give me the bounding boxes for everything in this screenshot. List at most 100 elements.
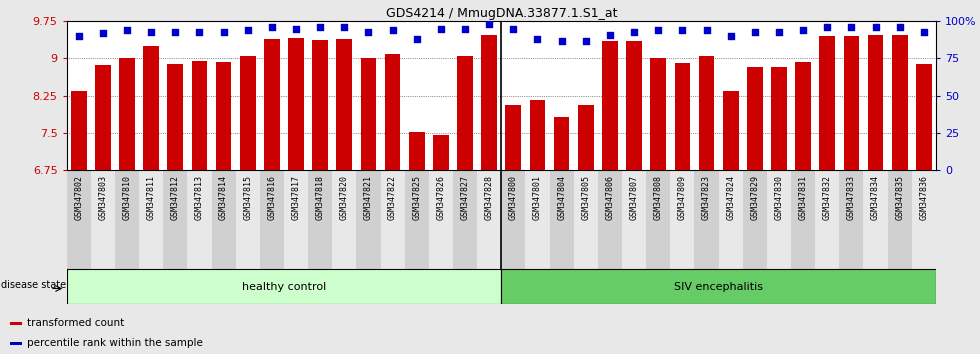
Bar: [626, 41, 642, 170]
Point: [844, 24, 859, 30]
Text: transformed count: transformed count: [27, 318, 124, 328]
Bar: [791, 170, 815, 269]
Point: [699, 27, 714, 33]
Bar: [550, 170, 573, 269]
Text: GSM347836: GSM347836: [919, 175, 928, 220]
Point: [240, 27, 256, 33]
Bar: [336, 39, 352, 170]
Bar: [578, 104, 594, 170]
Text: GSM347828: GSM347828: [485, 175, 494, 220]
Point: [554, 38, 569, 44]
Point: [95, 30, 111, 36]
Bar: [674, 63, 690, 170]
Bar: [863, 170, 888, 269]
Point: [651, 27, 666, 33]
Point: [168, 29, 183, 34]
Point: [771, 29, 787, 34]
Bar: [235, 170, 260, 269]
Point: [723, 33, 739, 39]
Text: GSM347802: GSM347802: [74, 175, 83, 220]
Text: GSM347816: GSM347816: [268, 175, 276, 220]
Text: GSM347824: GSM347824: [726, 175, 735, 220]
Point: [385, 27, 401, 33]
Point: [867, 24, 883, 30]
Text: GSM347825: GSM347825: [413, 175, 421, 220]
Bar: [10, 322, 22, 325]
Text: GSM347804: GSM347804: [558, 175, 566, 220]
Point: [71, 33, 86, 39]
Point: [747, 29, 762, 34]
Text: percentile rank within the sample: percentile rank within the sample: [27, 338, 203, 348]
Bar: [819, 36, 835, 170]
Text: GSM347803: GSM347803: [98, 175, 108, 220]
Bar: [892, 35, 907, 170]
Bar: [216, 62, 231, 170]
Bar: [651, 58, 666, 170]
Point: [458, 26, 473, 32]
Bar: [743, 170, 767, 269]
Text: GSM347812: GSM347812: [171, 175, 179, 220]
Bar: [481, 35, 497, 170]
Bar: [771, 67, 787, 170]
Text: GSM347806: GSM347806: [606, 175, 614, 220]
Point: [409, 36, 424, 42]
Bar: [361, 58, 376, 170]
Bar: [622, 170, 646, 269]
Bar: [506, 105, 521, 170]
Text: GSM347800: GSM347800: [509, 175, 517, 220]
Bar: [192, 61, 208, 170]
Text: disease state: disease state: [1, 280, 67, 290]
Text: SIV encephalitis: SIV encephalitis: [674, 282, 763, 292]
Bar: [91, 170, 115, 269]
Text: GSM347834: GSM347834: [871, 175, 880, 220]
Text: GSM347813: GSM347813: [195, 175, 204, 220]
Text: GSM347835: GSM347835: [895, 175, 905, 220]
Point: [892, 24, 907, 30]
Bar: [525, 170, 550, 269]
Point: [216, 29, 231, 34]
Bar: [284, 170, 308, 269]
Text: GSM347826: GSM347826: [436, 175, 445, 220]
Bar: [815, 170, 839, 269]
Point: [120, 27, 135, 33]
Point: [578, 38, 594, 44]
Title: GDS4214 / MmugDNA.33877.1.S1_at: GDS4214 / MmugDNA.33877.1.S1_at: [385, 7, 617, 20]
Bar: [839, 170, 863, 269]
Bar: [409, 132, 424, 170]
Bar: [380, 170, 405, 269]
Bar: [95, 65, 111, 170]
Bar: [308, 170, 332, 269]
Bar: [529, 99, 545, 170]
Bar: [187, 170, 212, 269]
Bar: [168, 64, 183, 170]
Bar: [501, 269, 936, 304]
Point: [481, 21, 497, 27]
Text: GSM347832: GSM347832: [823, 175, 832, 220]
Bar: [429, 170, 453, 269]
Bar: [699, 56, 714, 170]
Text: GSM347807: GSM347807: [629, 175, 639, 220]
Point: [264, 24, 279, 30]
Bar: [795, 62, 810, 170]
Text: GSM347805: GSM347805: [581, 175, 590, 220]
Bar: [332, 170, 357, 269]
Point: [433, 26, 449, 32]
Bar: [264, 39, 279, 170]
Text: GSM347809: GSM347809: [678, 175, 687, 220]
Bar: [646, 170, 670, 269]
Bar: [164, 170, 187, 269]
Bar: [723, 91, 739, 170]
Bar: [602, 41, 617, 170]
Bar: [433, 135, 449, 170]
Text: GSM347829: GSM347829: [751, 175, 760, 220]
Text: GSM347822: GSM347822: [388, 175, 397, 220]
Text: GSM347827: GSM347827: [461, 175, 469, 220]
Text: GSM347820: GSM347820: [340, 175, 349, 220]
Bar: [867, 35, 883, 170]
Text: GSM347818: GSM347818: [316, 175, 324, 220]
Text: GSM347831: GSM347831: [799, 175, 808, 220]
Point: [819, 24, 835, 30]
Bar: [67, 269, 501, 304]
Text: GSM347830: GSM347830: [774, 175, 783, 220]
Point: [916, 29, 932, 34]
